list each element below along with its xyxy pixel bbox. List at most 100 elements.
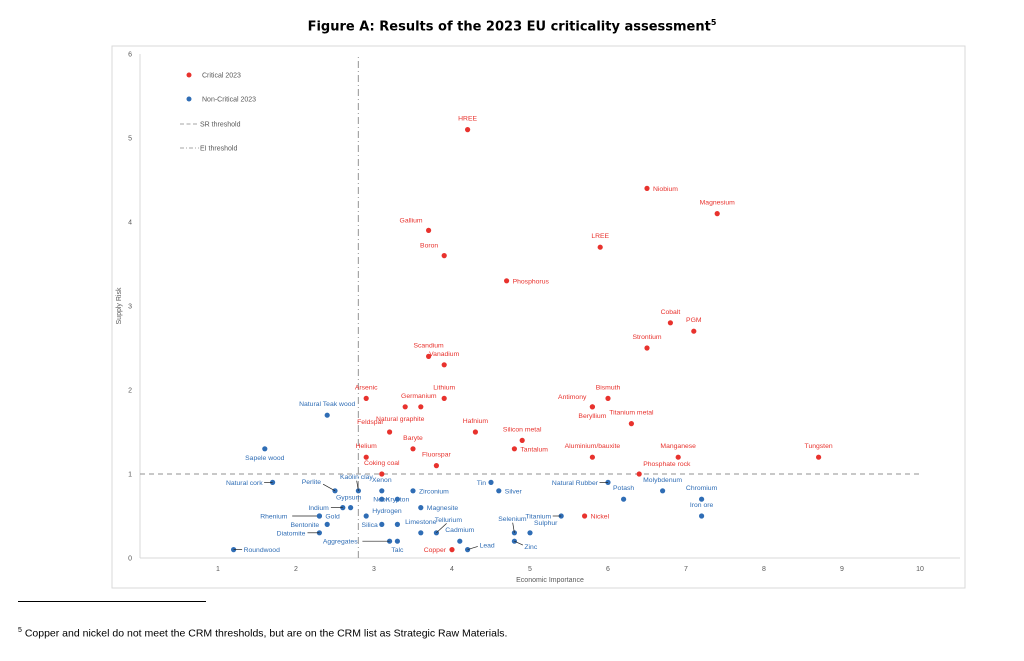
- data-point: [410, 488, 416, 494]
- data-label: Bismuth: [596, 384, 621, 391]
- data-point: [418, 404, 424, 410]
- data-point: [363, 513, 369, 519]
- data-label: LREE: [591, 233, 609, 240]
- x-tick-label: 6: [606, 566, 610, 573]
- data-point: [511, 446, 517, 452]
- data-label: Copper: [424, 547, 447, 554]
- data-point: [402, 404, 408, 410]
- data-point: [636, 471, 642, 477]
- footnote-ref: 5: [710, 18, 717, 27]
- x-axis-label: Economic Importance: [516, 577, 584, 584]
- data-label: Natural cork: [226, 480, 263, 487]
- data-point: [441, 362, 447, 368]
- leader-line: [512, 522, 515, 533]
- y-axis-label: Supply Risk: [116, 287, 123, 324]
- data-point: [441, 395, 447, 401]
- data-point: [675, 454, 681, 460]
- data-label: Potash: [613, 485, 634, 492]
- x-tick-label: 2: [294, 566, 298, 573]
- footnote-text: Copper and nickel do not meet the CRM th…: [24, 627, 508, 640]
- data-label: Aluminium/bauxite: [565, 443, 621, 450]
- data-point: [519, 437, 525, 443]
- data-label: Natural graphite: [376, 416, 425, 423]
- data-point: [558, 513, 564, 519]
- data-point: [816, 454, 822, 460]
- data-label: Vanadium: [429, 351, 459, 358]
- data-point: [621, 496, 627, 502]
- data-point: [699, 513, 705, 519]
- data-point: [644, 345, 650, 351]
- data-label: Fluorspar: [422, 452, 451, 459]
- data-label: Limestone: [405, 519, 437, 526]
- data-point: [418, 530, 424, 536]
- data-label: Phosphate rock: [643, 461, 691, 468]
- data-point: [605, 395, 611, 401]
- data-point: [410, 446, 416, 452]
- data-point: [511, 530, 517, 536]
- data-label: HREE: [458, 116, 477, 123]
- legend-critical-marker: [186, 72, 192, 78]
- data-label: Titanium metal: [609, 410, 654, 417]
- data-point: [582, 513, 588, 519]
- data-label: Neon: [373, 497, 389, 504]
- data-point: [441, 253, 447, 259]
- data-label: Tantalum: [520, 446, 548, 453]
- data-label: Gold: [325, 514, 340, 521]
- data-point: [472, 429, 478, 435]
- data-label: Molybdenum: [643, 477, 682, 484]
- data-label: Perlite: [302, 479, 321, 486]
- data-point: [667, 320, 674, 326]
- y-tick-label: 2: [128, 388, 132, 395]
- data-label: Lead: [480, 543, 495, 550]
- legend-item: Non-Critical 2023: [186, 96, 256, 104]
- data-point: [660, 488, 666, 494]
- data-point: [316, 513, 322, 519]
- data-label: Helium: [356, 443, 377, 450]
- footnote-divider: [18, 601, 206, 602]
- data-label: Hafnium: [463, 418, 489, 425]
- scatter-chart: 1 2 3 4 5 6 7 8 9 10 0 1 2 3 4 5 6 Critical 2023 Non-Crit…: [111, 45, 966, 589]
- data-label: Scandium: [413, 342, 444, 349]
- data-label: Sapele wood: [245, 455, 285, 462]
- legend-noncritical-marker: [186, 96, 192, 102]
- footnote-number: 5: [18, 627, 22, 634]
- thresholds: [140, 54, 922, 558]
- data-point: [426, 353, 432, 359]
- data-label: Antimony: [558, 394, 587, 401]
- data-label: Coking coal: [364, 460, 400, 467]
- data-point: [699, 496, 705, 502]
- figure-title-text: Figure A: Results of the 2023 EU critica…: [307, 19, 711, 35]
- data-label: PGM: [686, 317, 702, 324]
- data-label: Tin: [477, 480, 486, 487]
- data-label: Indium: [308, 505, 329, 512]
- data-point: [589, 404, 596, 410]
- data-point: [691, 328, 697, 334]
- data-label: Cobalt: [661, 309, 681, 316]
- data-point: [363, 454, 369, 460]
- data-point: [324, 412, 330, 418]
- legend-item: SR threshold: [180, 122, 241, 129]
- data-point: [457, 538, 463, 544]
- data-label: Tungsten: [805, 443, 833, 450]
- data-label: Phosphorus: [513, 278, 550, 285]
- leader-line: [322, 483, 336, 492]
- legend: Critical 2023 Non-Critical 2023 SR thresho…: [180, 72, 256, 153]
- data-label: Boron: [420, 243, 438, 250]
- data-label: Titanium: [525, 514, 551, 521]
- data-label: Rhenium: [260, 514, 288, 521]
- data-point: [363, 395, 369, 401]
- data-point: [379, 488, 385, 494]
- x-tick-label: 1: [216, 566, 220, 573]
- y-tick-label: 5: [128, 136, 132, 143]
- data-label: Zirconium: [419, 488, 449, 495]
- y-tick-label: 4: [128, 220, 132, 227]
- data-point: [348, 505, 354, 511]
- leader-line: [514, 540, 524, 546]
- data-label: Strontium: [632, 334, 661, 341]
- data-point: [394, 521, 400, 528]
- data-point: [589, 454, 596, 460]
- data-label: Gypsum: [336, 495, 362, 502]
- y-tick-label: 0: [128, 556, 132, 563]
- data-points: HREE Niobium Magnesium Gallium LREE Boron Phos…: [226, 116, 833, 555]
- data-label: Niobium: [653, 186, 678, 193]
